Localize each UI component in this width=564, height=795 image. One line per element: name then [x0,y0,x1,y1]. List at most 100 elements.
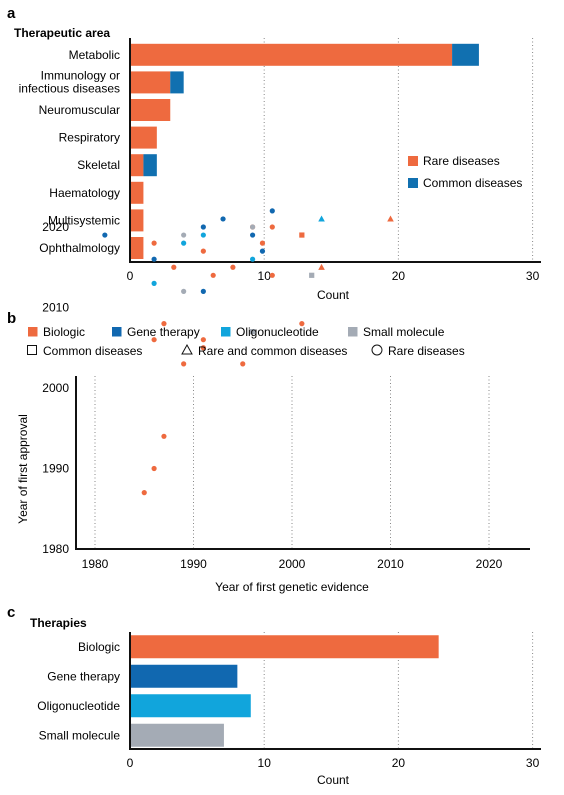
panel-a-category-label: Skeletal [77,158,120,172]
panel-b-point-oligonucleotide-circle [151,280,157,286]
panel-b-point-biologic-circle [161,321,167,327]
panel-a-legend-swatch [408,156,418,166]
panel-b-point-oligonucleotide-triangle [318,215,325,222]
panel-letter-a: a [7,5,16,22]
panel-b-point-small-molecule-circle [250,224,256,230]
panel-a-legend-swatch [408,178,418,188]
panel-c-bar-biologic [130,635,439,659]
panel-letter-c: c [7,604,15,621]
panel-b-point-oligonucleotide-circle [200,232,206,238]
panel-b-xlabel: Year of first genetic evidence [215,580,369,594]
panel-a-xlabel: Count [317,288,350,302]
panel-b-xtick-label: 1980 [82,557,109,571]
panel-b-point-biologic-circle [200,337,206,343]
panel-b-legend-label: Biologic [43,325,85,339]
panel-b-point-biologic-circle [210,272,216,278]
panel-a-bar-rare [130,126,157,149]
panel-b-legend-swatch [28,327,38,337]
panel-b-point-biologic-circle [141,490,147,496]
panel-a-xtick-label: 20 [392,269,406,283]
panel-b-point-biologic-circle [200,345,206,351]
panel-c-category-label: Biologic [78,640,120,654]
panel-c-bar-gene-therapy [130,664,238,688]
panel-c-category-label: Oligonucleotide [37,699,120,713]
panel-b-legend-swatch [348,327,358,337]
panel-b-legend-label: Small molecule [363,325,445,339]
panel-b-point-small-molecule-circle [181,232,187,238]
panel-b-ytick-label: 2020 [42,220,69,234]
panel-b-point-gene-therapy-circle [151,256,157,262]
panel-a-xtick-label: 30 [526,269,540,283]
panel-letter-b: b [7,310,16,327]
panel-c-title: Therapies [30,616,87,630]
panel-b-legend-square [27,345,37,355]
panel-b-legend-swatch [112,327,122,337]
panel-b-point-biologic-circle [181,361,187,367]
panel-b-point-biologic-circle [269,224,275,230]
panel-a-bar-rare [130,209,144,232]
panel-a-category-label: Ophthalmology [39,241,120,255]
panel-b-point-gene-therapy-circle [259,248,266,254]
panel-a-legend-label: Common diseases [423,176,522,190]
panel-b-point-biologic-circle [151,465,157,472]
panel-b-point-biologic-circle [161,433,167,439]
panel-b-point-gene-therapy-circle [102,232,108,238]
panel-b-ytick-label: 2000 [42,381,69,395]
panel-b-point-gene-therapy-circle [200,224,206,230]
panel-b-point-biologic-circle [151,240,157,246]
panel-b-point-biologic-circle [240,361,246,367]
panel-c-category-label: Gene therapy [47,669,120,683]
panel-b-point-biologic-triangle [387,215,394,222]
panel-c-xtick-label: 0 [127,756,134,770]
panel-b-point-biologic-circle [299,321,305,327]
panel-b-ylabel: Year of first approval [16,414,30,524]
panel-a-bar-rare [130,43,453,66]
panel-b-point-gene-therapy-circle [250,232,256,238]
panel-b-point-small-molecule-circle [181,288,187,294]
panel-b-point-oligonucleotide-circle [250,256,256,262]
panel-b-point-small-molecule-square [309,272,315,278]
panel-a-bar-common [170,71,184,94]
panel-a-xtick-label: 10 [258,269,272,283]
panel-b-legend-label: Rare diseases [388,344,465,358]
panel-c-xtick-label: 10 [258,756,272,770]
panel-a-bar-rare [130,181,144,204]
panel-b-point-biologic-triangle [318,263,325,270]
panel-c-category-label: Small molecule [39,728,121,742]
panel-b-ytick-label: 2010 [42,301,69,315]
panel-c-xtick-label: 20 [392,756,406,770]
panel-a-bar-rare [130,154,144,177]
panel-b-point-oligonucleotide-circle [181,240,187,246]
panel-a-bar-common [143,154,157,177]
panel-a-category-label: Neuromuscular [39,103,120,117]
panel-b-point-biologic-square [299,232,305,238]
panel-a-bar-common [452,43,479,66]
panel-b-point-gene-therapy-circle [269,208,275,214]
panel-a-title: Therapeutic area [14,26,110,40]
panel-b-legend-triangle [181,343,193,355]
panel-a-category-label: Multisystemic [48,213,120,227]
panel-b-xtick-label: 2020 [476,557,503,571]
panel-b-point-biologic-circle [151,337,157,343]
panel-a-bar-rare [130,99,171,121]
panel-b-point-biologic-circle [230,264,236,270]
panel-b-point-gene-therapy-circle [220,216,226,222]
panel-b-xtick-label: 2000 [279,557,306,571]
panel-b-xtick-label: 2010 [377,557,404,571]
panel-a-category-label: Metabolic [69,48,120,62]
panel-b-legend-circle [371,344,383,356]
panel-c-xlabel: Count [317,773,350,787]
panel-c-bar-small-molecule [130,723,224,747]
panel-b-point-gene-therapy-circle [200,288,206,294]
panel-a-chart: 0 10 20 30 Metabolic Immunology orinfectious … [19,38,541,283]
panel-b-chart: 1980 1990 2000 2010 202019801990200020102020… [27,208,530,571]
panel-a-category-label: infectious diseases [19,81,120,95]
panel-b-ytick-label: 1990 [42,462,69,476]
panel-b-point-biologic-circle [200,248,206,254]
panel-a-category-label: Respiratory [59,131,120,145]
panel-b-legend-label: Gene therapy [127,325,200,339]
panel-b-point-small-molecule-square [250,329,256,335]
panel-a-xtick-label: 0 [127,269,134,283]
panel-b-legend-label: Oligonucleotide [236,325,319,339]
